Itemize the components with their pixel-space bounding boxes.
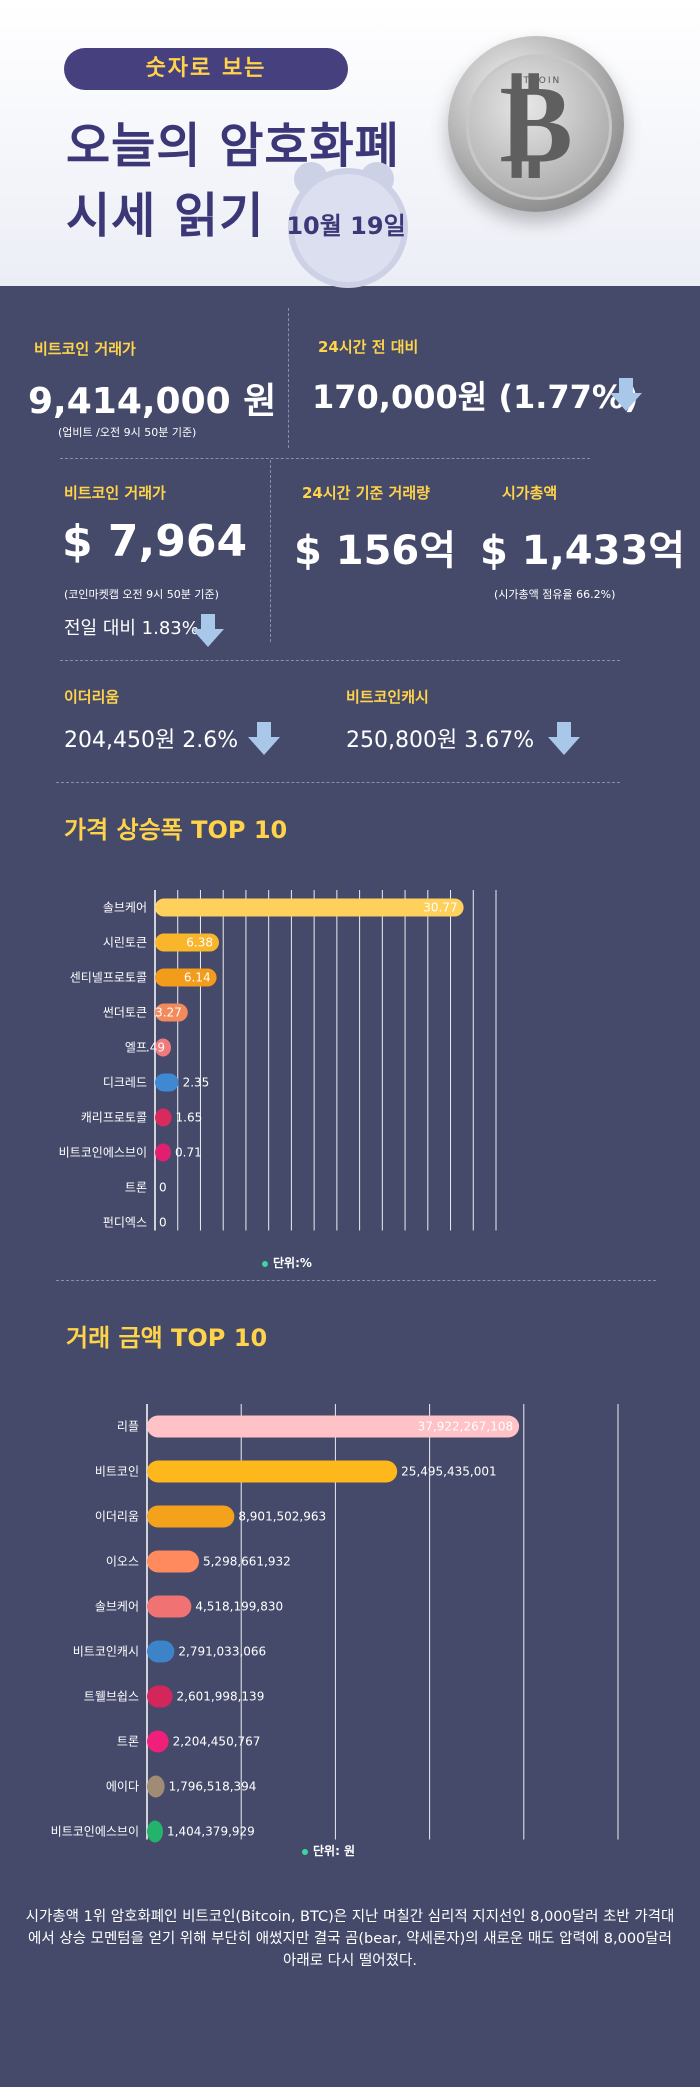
divider — [56, 782, 620, 783]
category-label: 트론 — [117, 1735, 139, 1749]
bitcoin-coin-icon: BITCOIN ₿ — [448, 36, 624, 212]
footer-text: 시가총액 1위 암호화폐인 비트코인(Bitcoin, BTC)은 지난 며칠간… — [25, 1909, 675, 1969]
value-label: 30.77 — [423, 901, 457, 915]
category-label: 시린토큰 — [103, 936, 147, 950]
bar — [147, 1685, 173, 1708]
market-cap-share: (시가총액 점유율 66.2%) — [494, 588, 616, 601]
value-label: 4,518,199,830 — [195, 1600, 283, 1614]
value-label: 1.65 — [176, 1111, 203, 1125]
value-label: .49 — [146, 1041, 165, 1055]
bar — [147, 1730, 169, 1753]
category-label: 트론 — [125, 1181, 147, 1195]
category-label: 비트코인에스브이 — [51, 1825, 139, 1839]
bar — [147, 1415, 520, 1438]
chart2-title: 거래 금액 TOP 10 — [66, 1324, 268, 1352]
value-label: 8,901,502,963 — [238, 1510, 326, 1524]
bar — [147, 1460, 398, 1483]
ethereum-label: 이더리움 — [64, 688, 120, 706]
bar — [147, 1550, 199, 1573]
category-label: 펀디엑스 — [103, 1216, 147, 1230]
bar — [155, 933, 219, 952]
page-title-line1: 오늘의 암호화폐 — [66, 118, 400, 174]
category-label: 트웰브쉽스 — [84, 1690, 139, 1704]
value-label: 0 — [159, 1216, 167, 1230]
bar — [155, 1143, 171, 1162]
ethereum-value: 204,450원 2.6% — [64, 728, 239, 753]
btc-usd-label: 비트코인 거래가 — [64, 484, 166, 502]
volume-label: 24시간 기준 거래량 — [302, 484, 430, 502]
category-label: 에이다 — [106, 1780, 139, 1794]
value-label: 1,796,518,394 — [169, 1780, 257, 1794]
chart2-unit: 단위: 원 — [302, 1842, 355, 1859]
divider — [60, 660, 620, 661]
value-label: 5,298,661,932 — [203, 1555, 291, 1569]
btc-krw-label: 비트코인 거래가 — [34, 340, 136, 358]
value-label: 0 — [159, 1181, 167, 1195]
value-label: 2.35 — [183, 1076, 210, 1090]
bar — [155, 1038, 171, 1057]
bar — [147, 1820, 163, 1843]
divider — [270, 460, 271, 642]
header: 숫자로 보는 오늘의 암호화폐 시세 읽기 10월 19일 BITCOIN ₿ — [0, 0, 700, 288]
category-label: 이오스 — [106, 1555, 139, 1569]
header-badge: 숫자로 보는 — [64, 48, 348, 90]
chart1-title: 가격 상승폭 TOP 10 — [64, 816, 288, 844]
coin-text: BITCOIN — [510, 76, 562, 86]
market-cap-value: $ 1,433억 — [480, 528, 686, 574]
bitcoin-cash-value: 250,800원 3.67% — [346, 728, 535, 753]
value-label: 6.14 — [184, 971, 211, 985]
btc-usd-value: $ 7,964 — [62, 516, 248, 567]
divider — [60, 458, 590, 459]
bar — [155, 1108, 172, 1127]
bitcoin-cash-label: 비트코인캐시 — [346, 688, 429, 706]
category-label: 리플 — [117, 1420, 139, 1434]
bar — [147, 1595, 192, 1618]
volume-value: $ 156억 — [294, 528, 457, 574]
page-title-line2: 시세 읽기 — [66, 188, 265, 244]
chart1-unit: 단위:% — [262, 1254, 312, 1271]
category-label: 이더리움 — [95, 1510, 139, 1524]
value-label: 2,791,033,066 — [178, 1645, 266, 1659]
bar — [155, 968, 217, 987]
alarm-clock-icon — [288, 168, 408, 288]
category-label: 비트코인에스브이 — [59, 1146, 147, 1160]
category-label: 센티넬프로토콜 — [70, 971, 147, 985]
divider — [56, 1280, 656, 1281]
divider — [288, 308, 289, 448]
bar — [155, 898, 464, 917]
value-label: 3.27 — [155, 1006, 182, 1020]
btc-usd-prev-day: 전일 대비 1.83% — [64, 618, 199, 639]
value-label: 0.71 — [175, 1146, 202, 1160]
bar — [147, 1775, 165, 1798]
btc-krw-source: (업비트 /오전 9시 50분 기준) — [58, 426, 197, 439]
bar — [147, 1640, 175, 1663]
category-label: 썬더토큰 — [103, 1006, 147, 1020]
bar — [155, 1003, 188, 1022]
value-label: 25,495,435,001 — [401, 1465, 496, 1479]
category-label: 솔브케어 — [103, 901, 147, 915]
market-cap-label: 시가총액 — [502, 484, 558, 502]
category-label: 비트코인 — [95, 1465, 139, 1479]
value-label: 2,204,450,767 — [173, 1735, 261, 1749]
category-label: 엘프 — [125, 1041, 147, 1055]
btc-usd-source: (코인마켓캡 오전 9시 50분 기준) — [64, 588, 219, 601]
btc-krw-value: 9,414,000 원 — [28, 381, 277, 422]
value-label: 6.38 — [186, 936, 213, 950]
category-label: 솔브케어 — [95, 1600, 139, 1614]
category-label: 캐리프로토콜 — [81, 1111, 147, 1125]
change-24h-value: 170,000원 (1.77%) — [312, 378, 639, 416]
value-label: 1,404,379,929 — [167, 1825, 255, 1839]
category-label: 디크레드 — [103, 1076, 147, 1090]
value-label: 37,922,267,108 — [418, 1420, 513, 1434]
category-label: 비트코인캐시 — [73, 1645, 139, 1659]
change-24h-label: 24시간 전 대비 — [318, 338, 419, 356]
value-label: 2,601,998,139 — [177, 1690, 265, 1704]
bar — [147, 1505, 235, 1528]
date-label: 10월 19일 — [286, 212, 406, 240]
bar — [155, 1073, 179, 1092]
